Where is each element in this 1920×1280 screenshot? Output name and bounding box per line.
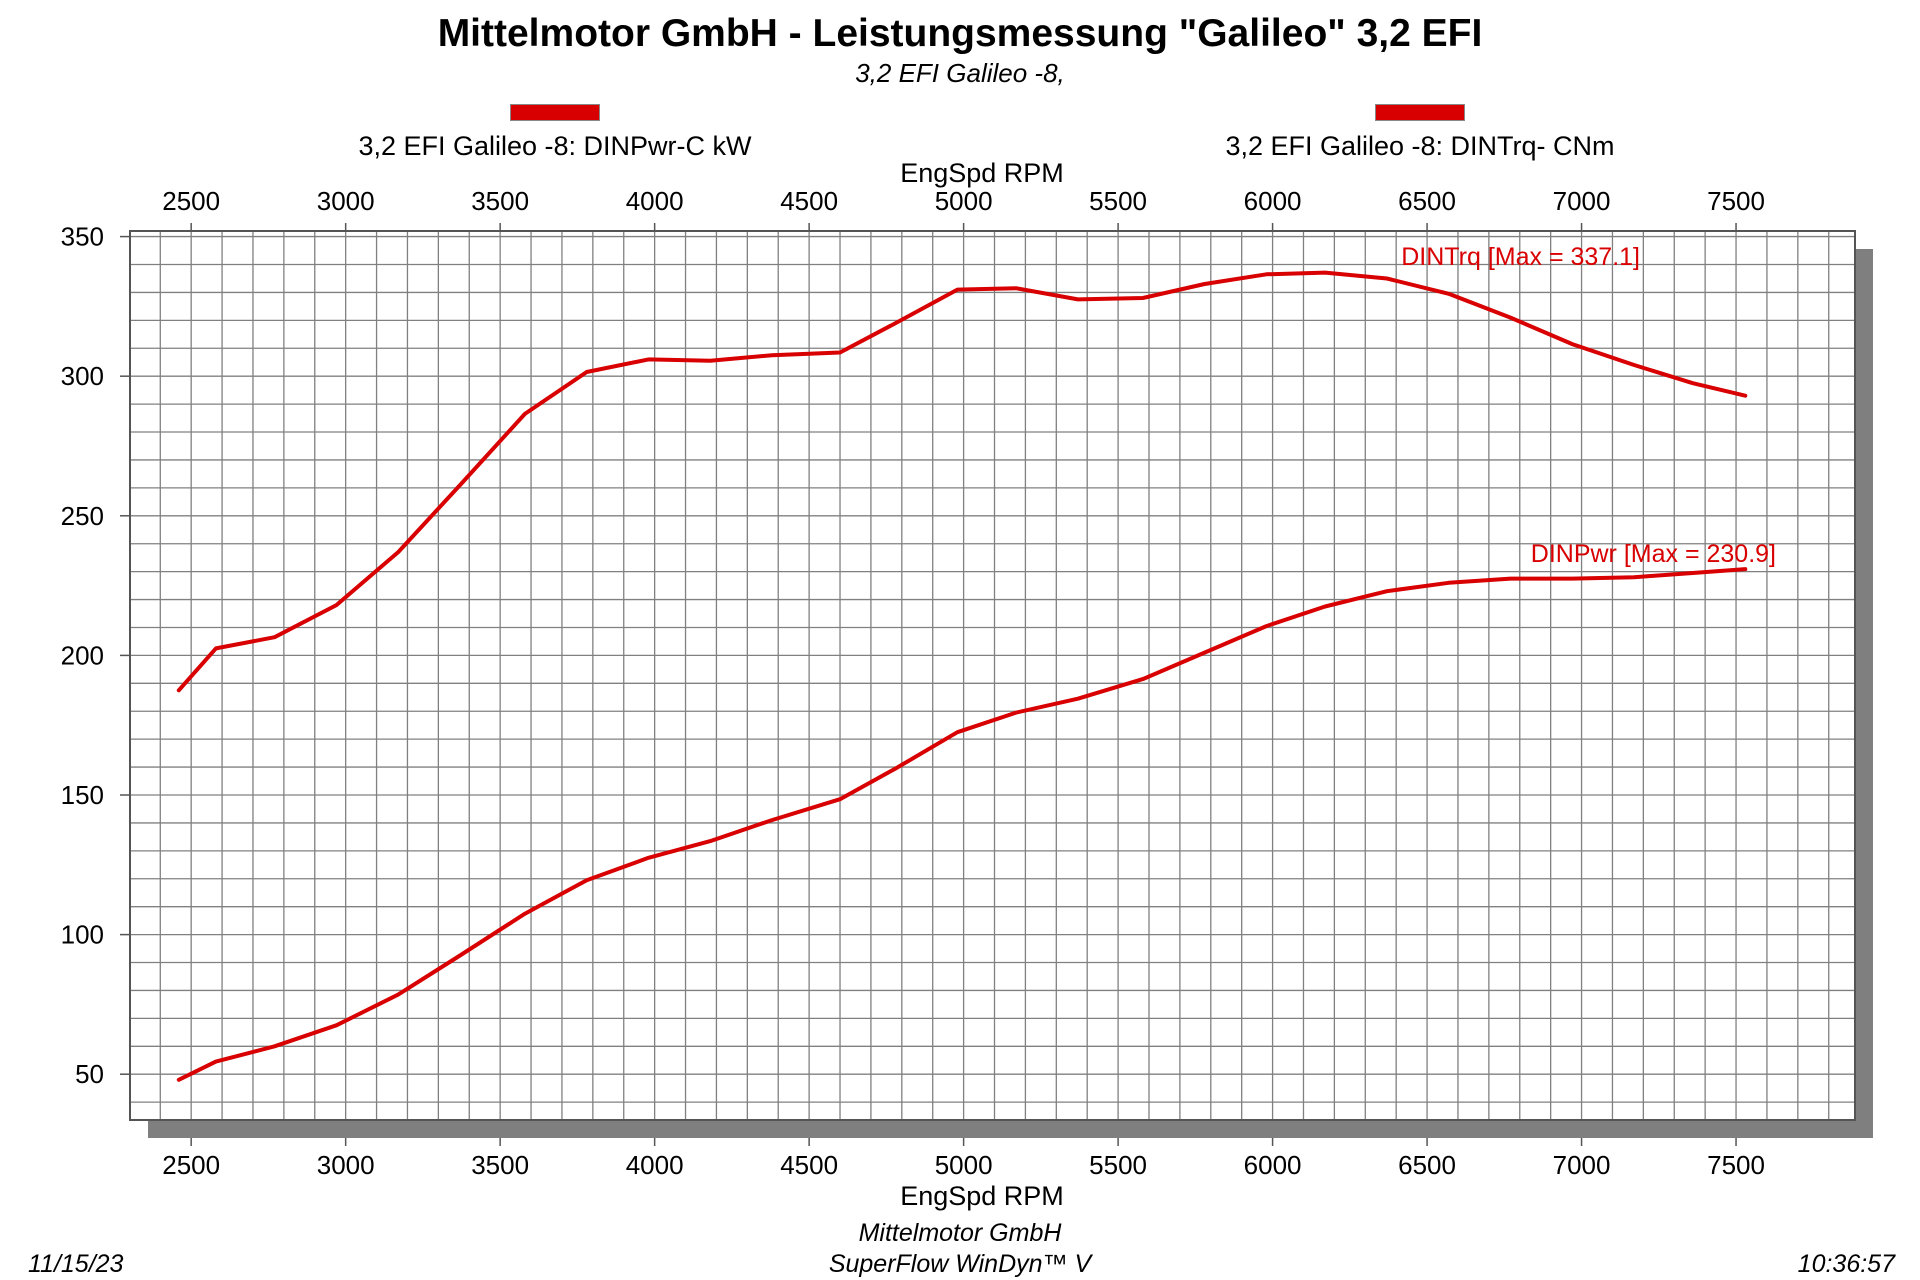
- x-tick-label-bottom: 7000: [1553, 1150, 1611, 1180]
- grid: [130, 231, 1873, 1138]
- x-tick-label-bottom: 6000: [1244, 1150, 1302, 1180]
- chart-subtitle: 3,2 EFI Galileo -8,: [855, 58, 1065, 88]
- x-tick-label-top: 3500: [471, 186, 529, 216]
- x-tick-label-bottom: 6500: [1398, 1150, 1456, 1180]
- x-tick-label-bottom: 3500: [471, 1150, 529, 1180]
- x-tick-label-top: 4000: [626, 186, 684, 216]
- legend-swatch-power: [510, 104, 600, 121]
- chart-labels: DINTrq [Max = 337.1] DINPwr [Max = 230.9]: [1401, 243, 1776, 568]
- power-series-line: [176, 567, 1748, 1082]
- legend-label-power: 3,2 EFI Galileo -8: DINPwr-C kW: [358, 131, 752, 161]
- legend-swatch-torque: [1375, 104, 1465, 121]
- y-tick-label: 300: [61, 361, 104, 391]
- series-lines: [176, 270, 1748, 1082]
- y-tick-label: 250: [61, 501, 104, 531]
- plot-area: [130, 231, 1855, 1120]
- torque-series-line: [176, 270, 1748, 693]
- x-axis-title-top: EngSpd RPM: [900, 158, 1064, 188]
- legend-entry-power: 3,2 EFI Galileo -8: DINPwr-C kW: [330, 104, 780, 162]
- x-tick-label-top: 7500: [1707, 186, 1765, 216]
- x-tick-label-bottom: 4000: [626, 1150, 684, 1180]
- legend-entry-torque: 3,2 EFI Galileo -8: DINTrq- CNm: [1195, 104, 1645, 162]
- power-max-label: DINPwr [Max = 230.9]: [1531, 540, 1776, 568]
- x-tick-label-bottom: 3000: [317, 1150, 375, 1180]
- x-tick-label-top: 5000: [935, 186, 993, 216]
- plot-frame: [129, 230, 1856, 1121]
- x-tick-label-top: 6500: [1398, 186, 1456, 216]
- x-tick-label-bottom: 7500: [1707, 1150, 1765, 1180]
- x-tick-label-top: 3000: [317, 186, 375, 216]
- legend-label-torque: 3,2 EFI Galileo -8: DINTrq- CNm: [1225, 131, 1615, 161]
- x-tick-label-bottom: 4500: [780, 1150, 838, 1180]
- axes: 2500 2500 3000 3000 3500 3500 4000 4000 4500 4500…: [61, 158, 1856, 1211]
- footer-software: SuperFlow WinDyn™ V: [828, 1250, 1092, 1278]
- x-tick-label-bottom: 5000: [935, 1150, 993, 1180]
- y-tick-label: 150: [61, 780, 104, 810]
- footer-company: Mittelmotor GmbH: [858, 1219, 1062, 1247]
- x-tick-label-bottom: 2500: [162, 1150, 220, 1180]
- x-tick-label-top: 6000: [1244, 186, 1302, 216]
- x-tick-label-top: 5500: [1089, 186, 1147, 216]
- x-tick-label-top: 2500: [162, 186, 220, 216]
- x-tick-label-top: 7000: [1553, 186, 1611, 216]
- x-tick-label-top: 4500: [780, 186, 838, 216]
- y-tick-label: 200: [61, 640, 104, 670]
- y-tick-label: 350: [61, 222, 104, 252]
- x-axis-title-bottom: EngSpd RPM: [900, 1181, 1064, 1211]
- footer-date: 11/15/23: [28, 1250, 124, 1278]
- y-tick-label: 50: [75, 1059, 104, 1089]
- y-tick-label: 100: [61, 920, 104, 950]
- x-tick-label-bottom: 5500: [1089, 1150, 1147, 1180]
- chart-title: Mittelmotor GmbH - Leistungsmessung "Gal…: [437, 12, 1483, 55]
- footer-time: 10:36:57: [1797, 1250, 1895, 1278]
- torque-max-label: DINTrq [Max = 337.1]: [1401, 243, 1640, 271]
